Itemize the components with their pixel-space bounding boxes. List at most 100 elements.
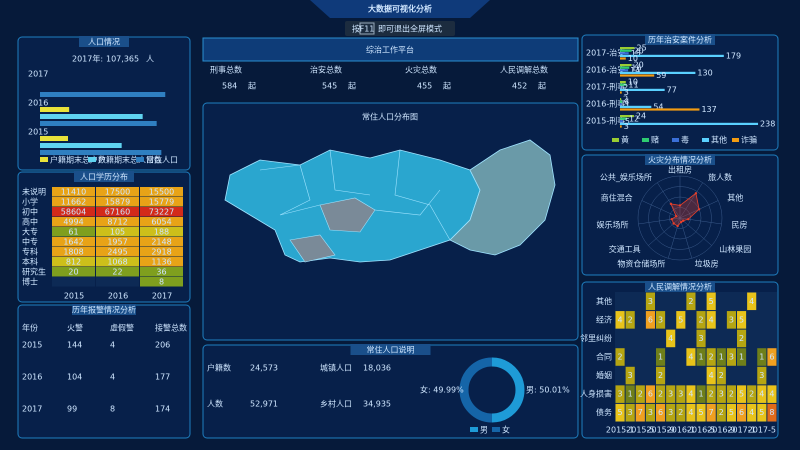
platform-title: 综治工作平台 xyxy=(366,45,414,55)
donut-slice xyxy=(491,357,525,423)
bar xyxy=(620,98,622,101)
cell-label: 2 xyxy=(658,390,663,399)
stat-unit: 起 xyxy=(538,82,546,91)
bar xyxy=(620,69,629,72)
cell-label: 2 xyxy=(739,334,744,343)
cell-label: 6 xyxy=(769,353,774,362)
radar-axis xyxy=(657,182,681,219)
cell-label: 8712 xyxy=(107,218,127,227)
cell-label: 3 xyxy=(678,390,683,399)
value-label: 20 xyxy=(634,61,644,70)
cell-label: 8 xyxy=(769,408,774,417)
bar xyxy=(620,105,652,108)
cell-label: 67160 xyxy=(105,208,130,217)
axis-label: 山林果园 xyxy=(719,244,751,254)
heat-cell xyxy=(716,385,726,403)
x-tick-label: 2017-1 xyxy=(727,426,755,435)
cell-label: 17500 xyxy=(105,188,130,197)
heat-cell xyxy=(726,311,736,329)
cell-label: 2148 xyxy=(151,238,171,247)
page-title: 大数据可视化分析 xyxy=(368,4,432,14)
radar-axis xyxy=(679,217,693,259)
heat-cell xyxy=(706,366,716,385)
cell-label: 2 xyxy=(719,371,724,380)
value-label: 10 xyxy=(628,54,638,63)
panel-title-bg xyxy=(72,304,136,315)
value-label: 12 xyxy=(629,114,639,123)
legend-swatch xyxy=(732,138,739,142)
hint: 即可退出全屏模式 xyxy=(378,24,442,34)
heat-cell xyxy=(140,217,183,227)
heat-cell xyxy=(737,329,747,348)
panel-title: 人口学历分布 xyxy=(80,172,128,182)
heat-cell xyxy=(140,237,183,247)
heat-cell xyxy=(737,311,747,329)
heat-cell xyxy=(737,385,747,403)
heat-cell xyxy=(726,385,736,403)
axis-label: 物资仓储场所 xyxy=(617,259,665,269)
heat-cell xyxy=(625,385,635,403)
radar-axis xyxy=(679,217,712,246)
heat-cell xyxy=(696,385,706,403)
heat-cell xyxy=(52,187,95,197)
value-label: 2 xyxy=(623,95,628,104)
row-label: 研究生 xyxy=(22,267,46,277)
value-label: 25 xyxy=(637,44,647,53)
row-label: 合同 xyxy=(596,352,612,362)
heat-cell xyxy=(686,292,696,311)
axis-label: 其他 xyxy=(727,193,743,203)
table-cell: 144 xyxy=(67,341,82,350)
bar xyxy=(620,122,759,125)
cell-label: 58604 xyxy=(61,208,86,217)
cell-label: 2918 xyxy=(151,248,171,257)
value-label: 10 xyxy=(628,78,638,87)
radar-point xyxy=(676,224,679,228)
y-tick-label: 2016-刑事 xyxy=(586,99,625,109)
bar xyxy=(620,57,626,60)
stat-label: 户籍数 xyxy=(207,363,231,373)
cell-label: 4 xyxy=(709,371,714,380)
heat-cell xyxy=(757,403,767,422)
hint: 按 xyxy=(352,24,360,34)
heat-cell xyxy=(666,385,676,403)
value-label: 16 xyxy=(631,63,641,72)
header-bg xyxy=(310,0,490,18)
heat-cell xyxy=(52,267,95,277)
heat-cell xyxy=(686,348,696,366)
stat-value: 455 xyxy=(417,82,432,91)
cell-label: 105 xyxy=(110,228,125,237)
cell-label: 5 xyxy=(739,315,744,324)
heat-cell xyxy=(635,403,645,422)
cell-label: 3 xyxy=(648,408,653,417)
legend-label: 女 xyxy=(502,425,510,435)
heat-cell xyxy=(645,403,655,422)
cell-label: 3 xyxy=(628,371,633,380)
cell-label: 7 xyxy=(709,408,714,417)
heat-cell xyxy=(686,403,696,422)
stat-label: 治安总数 xyxy=(310,65,342,75)
cell-label: 5 xyxy=(739,390,744,399)
radar-point xyxy=(672,222,675,225)
cell-label: 1136 xyxy=(151,258,171,267)
heat-cell xyxy=(767,348,777,366)
radar-axis xyxy=(679,217,722,225)
stat-label: 城镇人口 xyxy=(320,363,352,373)
cell-label: 3 xyxy=(658,315,663,324)
bar xyxy=(620,125,622,128)
radar-point xyxy=(687,217,690,221)
x-tick-label: 2016 xyxy=(108,292,128,301)
cell-label: 7 xyxy=(638,408,643,417)
heat-cell xyxy=(96,227,139,237)
row-label: 人身损害 xyxy=(580,389,612,399)
table-cell: 4 xyxy=(110,373,115,382)
panel-title: 历年治安案件分析 xyxy=(648,35,712,45)
panel-title: 历年报警情况分析 xyxy=(72,305,136,315)
cell-label: 73227 xyxy=(149,208,174,217)
heat-cell xyxy=(686,385,696,403)
heat-cell xyxy=(757,385,767,403)
legend-swatch xyxy=(612,138,619,142)
radar-point xyxy=(669,202,673,206)
heat-cell xyxy=(696,329,706,348)
heat-cell xyxy=(52,227,95,237)
radar-point xyxy=(678,204,682,207)
